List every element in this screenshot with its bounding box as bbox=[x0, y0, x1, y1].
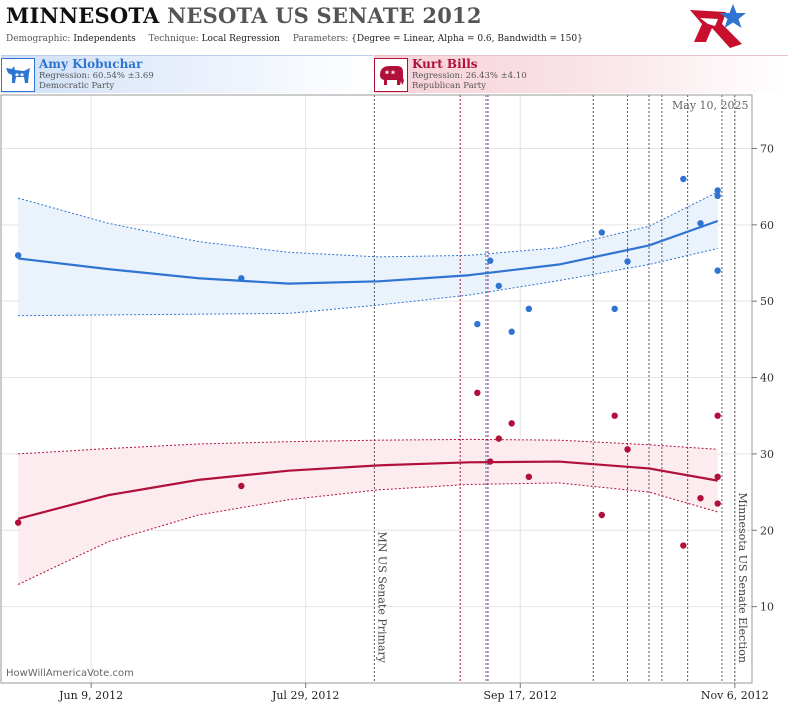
confidence-band bbox=[18, 191, 718, 316]
y-tick-label: 50 bbox=[760, 295, 774, 308]
poll-point bbox=[525, 305, 533, 313]
upper-bound-line bbox=[18, 191, 718, 258]
poll-point bbox=[525, 473, 533, 481]
demographic-label: Demographic: bbox=[6, 34, 71, 44]
poll-point bbox=[611, 305, 618, 313]
technique-label: Technique: bbox=[148, 34, 199, 44]
trend-line bbox=[18, 219, 719, 285]
title-state: MINNESOTA bbox=[6, 3, 160, 28]
candidate-rep: Kurt Bills Regression: 26.43% ±4.10 Repu… bbox=[374, 55, 788, 93]
technique-value: Local Regression bbox=[201, 34, 280, 44]
poll-point bbox=[474, 320, 481, 328]
poll-point bbox=[714, 267, 721, 274]
trend-line bbox=[17, 460, 718, 520]
date-stamp: May 10, 2025 bbox=[672, 99, 749, 112]
poll-point bbox=[508, 328, 515, 335]
dem-party: Democratic Party bbox=[39, 81, 115, 91]
poll-point bbox=[508, 420, 515, 427]
title-race: NESOTA US SENATE 2012 bbox=[167, 3, 482, 28]
demographic-value: Independents bbox=[73, 34, 136, 44]
site-logo-icon[interactable] bbox=[686, 2, 748, 50]
poll-point bbox=[680, 542, 687, 549]
poll-point bbox=[598, 229, 605, 236]
confidence-band bbox=[18, 439, 718, 585]
x-tick-label: Jun 9, 2012 bbox=[58, 689, 123, 702]
poll-point bbox=[238, 275, 245, 282]
donkey-icon bbox=[1, 58, 35, 92]
poll-point bbox=[697, 495, 704, 502]
poll-point bbox=[474, 389, 481, 397]
x-tick-label: Nov 6, 2012 bbox=[701, 689, 769, 702]
poll-point bbox=[714, 473, 721, 481]
lower-bound-line bbox=[18, 248, 718, 317]
elephant-icon bbox=[374, 58, 408, 92]
poll-point bbox=[487, 458, 494, 465]
x-tick-label: Jul 29, 2012 bbox=[271, 689, 340, 702]
poll-point bbox=[14, 252, 22, 259]
parameters-label: Parameters: bbox=[292, 34, 349, 44]
x-tick-label: Sep 17, 2012 bbox=[483, 689, 557, 702]
regression-chart: MN US Senate Primary Minnesota US Senate … bbox=[0, 94, 774, 702]
rep-party: Republican Party bbox=[412, 81, 486, 91]
rep-candidate-name: Kurt Bills bbox=[412, 57, 478, 71]
poll-point bbox=[624, 446, 631, 453]
poll-point bbox=[624, 258, 631, 265]
plot-frame bbox=[0, 94, 753, 684]
chart-title: MINNESOTA NESOTA US SENATE 2012 bbox=[6, 3, 482, 28]
poll-point bbox=[495, 435, 503, 442]
poll-point bbox=[714, 192, 721, 199]
y-tick-label: 30 bbox=[760, 448, 774, 461]
poll-point bbox=[487, 257, 494, 264]
y-tick-label: 10 bbox=[760, 601, 774, 614]
y-tick-label: 60 bbox=[760, 219, 774, 232]
poll-point bbox=[714, 187, 721, 194]
poll-point bbox=[697, 220, 704, 227]
parameters-value: {Degree = Linear, Alpha = 0.6, Bandwidth… bbox=[351, 34, 583, 44]
rep-regression: Regression: 26.43% ±4.10 bbox=[412, 71, 527, 81]
poll-point bbox=[611, 412, 618, 419]
poll-point bbox=[680, 175, 687, 183]
y-tick-label: 20 bbox=[760, 524, 774, 537]
y-tick-label: 40 bbox=[760, 372, 774, 385]
poll-point bbox=[238, 482, 245, 490]
lower-bound-line bbox=[17, 482, 718, 585]
poll-point bbox=[714, 500, 721, 507]
poll-point bbox=[598, 511, 605, 519]
upper-bound-line bbox=[18, 438, 718, 455]
poll-point bbox=[714, 412, 721, 419]
event-label: Minnesota US Senate Election bbox=[736, 493, 749, 663]
site-credit[interactable]: HowWillAmericaVote.com bbox=[6, 668, 134, 679]
event-label: MN US Senate Primary bbox=[375, 532, 388, 664]
candidate-dem: Amy Klobuchar Regression: 60.54% ±3.69 D… bbox=[1, 55, 373, 93]
parameters-line: Demographic: Independents Technique: Loc… bbox=[6, 34, 583, 44]
poll-point bbox=[14, 519, 22, 526]
y-tick-label: 70 bbox=[760, 142, 774, 155]
dem-regression: Regression: 60.54% ±3.69 bbox=[39, 71, 154, 81]
poll-point bbox=[495, 282, 503, 290]
dem-candidate-name: Amy Klobuchar bbox=[39, 57, 143, 71]
